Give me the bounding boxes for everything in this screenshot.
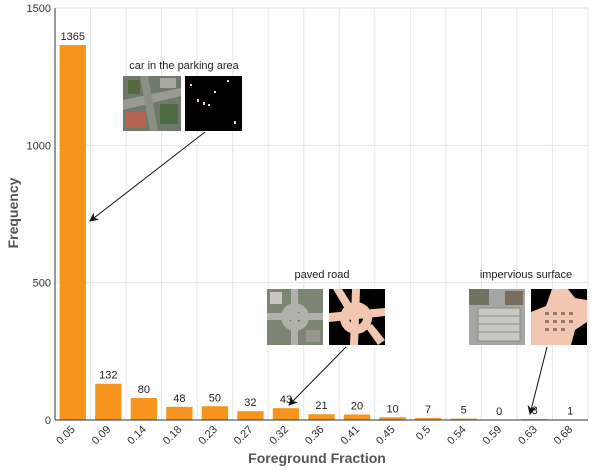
aerial-image-impervious [469,289,525,345]
bar [450,418,477,420]
x-axis-title: Foreground Fraction [248,450,386,466]
grid [54,7,589,421]
bar-value-label: 48 [173,393,185,405]
bar [272,408,300,420]
x-tick-label: 0.63 [516,424,540,448]
x-tick-label: 0.54 [445,424,469,448]
annotation-arrow-road [288,346,347,406]
bar [308,414,335,420]
x-tick-label: 0.14 [125,424,149,448]
annotation-car: car in the parking area [89,60,242,222]
bar [95,383,122,420]
bar-value-label: 20 [351,401,363,413]
bar-value-label: 5 [461,405,467,417]
bar [130,398,157,420]
x-tick-label: 0.09 [90,424,114,448]
x-tick-label: 0.41 [339,424,363,448]
bar-value-label: 1 [567,406,573,418]
aerial-image-parking [123,76,181,131]
annotation-arrow-car [89,131,206,222]
bar-value-label: 3 [532,405,538,417]
annotation-impervious: impervious surface [469,269,587,415]
annotation-car-label: car in the parking area [129,60,239,72]
annotation-arrow-impervious [527,346,548,415]
x-tick-label: 0.23 [196,424,220,448]
y-tick-label: 0 [45,415,51,427]
bar-value-label: 1365 [61,31,85,43]
x-tick-label: 0.5 [414,424,433,443]
mask-image-impervious [531,289,587,345]
bar [379,417,406,420]
bar [201,406,229,420]
x-tick-label: 0.27 [232,424,256,448]
bar [237,411,264,420]
bar-value-label: 32 [244,397,256,409]
x-tick-label: 0.05 [54,424,78,448]
bar-value-label: 10 [386,403,398,415]
x-tick-label: 0.68 [552,424,576,448]
bar [59,45,86,421]
x-tick-label: 0.59 [481,424,505,448]
aerial-image-road [267,289,323,345]
x-tick-label: 0.32 [267,424,291,448]
y-tick-label: 500 [33,278,51,290]
mask-image-road [329,289,385,345]
bar-value-label: 21 [315,400,327,412]
annotation-road: paved road [267,269,385,406]
bars [59,45,584,421]
x-tick-label: 0.18 [161,424,185,448]
y-tick-label: 1000 [27,140,51,152]
bar-value-label: 0 [496,406,502,418]
x-tick-label: 0.45 [374,424,398,448]
x-tick-label: 0.36 [303,424,327,448]
bar-value-label: 80 [138,384,150,396]
bar-value-label: 50 [209,392,221,404]
y-axis-title: Frequency [5,177,21,248]
y-tick-label: 1500 [27,3,51,15]
annotation-road-label: paved road [294,269,349,281]
bar [414,418,442,420]
annotation-impervious-label: impervious surface [480,269,572,281]
bar [343,414,371,420]
bar-value-label: 132 [99,370,117,382]
bar-value-label: 7 [425,404,431,416]
bar [166,406,193,420]
mask-image-parking [185,76,242,131]
